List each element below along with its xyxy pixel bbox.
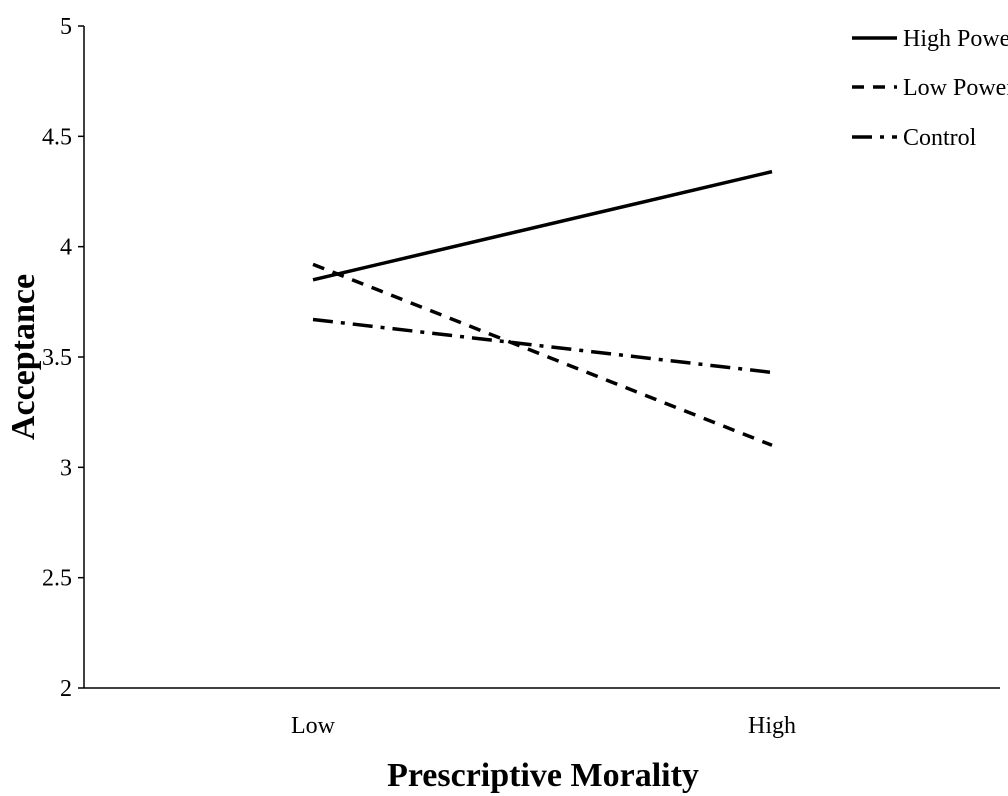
y-tick-label: 2 [60,676,72,702]
legend-label: Control [903,125,977,151]
x-ticks: Low High [291,713,796,739]
legend: High Power Low Power Control [852,26,1008,151]
series-lines [312,169,773,447]
x-axis-title: Prescriptive Morality [387,757,699,794]
legend-label: High Power [903,26,1008,52]
legend-label: Low Power [903,75,1008,101]
y-tick-label: 3 [60,455,72,481]
y-ticks: 2 2.5 3 3.5 4 4.5 5 [42,14,84,702]
y-tick-label: 2.5 [42,566,72,592]
x-tick-label: Low [291,713,336,739]
series-line-control [312,317,773,375]
y-tick-label: 3.5 [42,345,72,371]
x-tick-label: High [748,713,796,739]
series-line-low-power [312,262,773,447]
y-tick-label: 5 [60,14,72,40]
y-tick-label: 4 [60,235,72,261]
y-tick-label: 4.5 [42,124,72,150]
y-axis-title: Acceptance [5,274,42,440]
series-line-high-power [312,169,773,282]
plot-area: 2 2.5 3 3.5 4 4.5 5 Low High [42,14,1000,739]
